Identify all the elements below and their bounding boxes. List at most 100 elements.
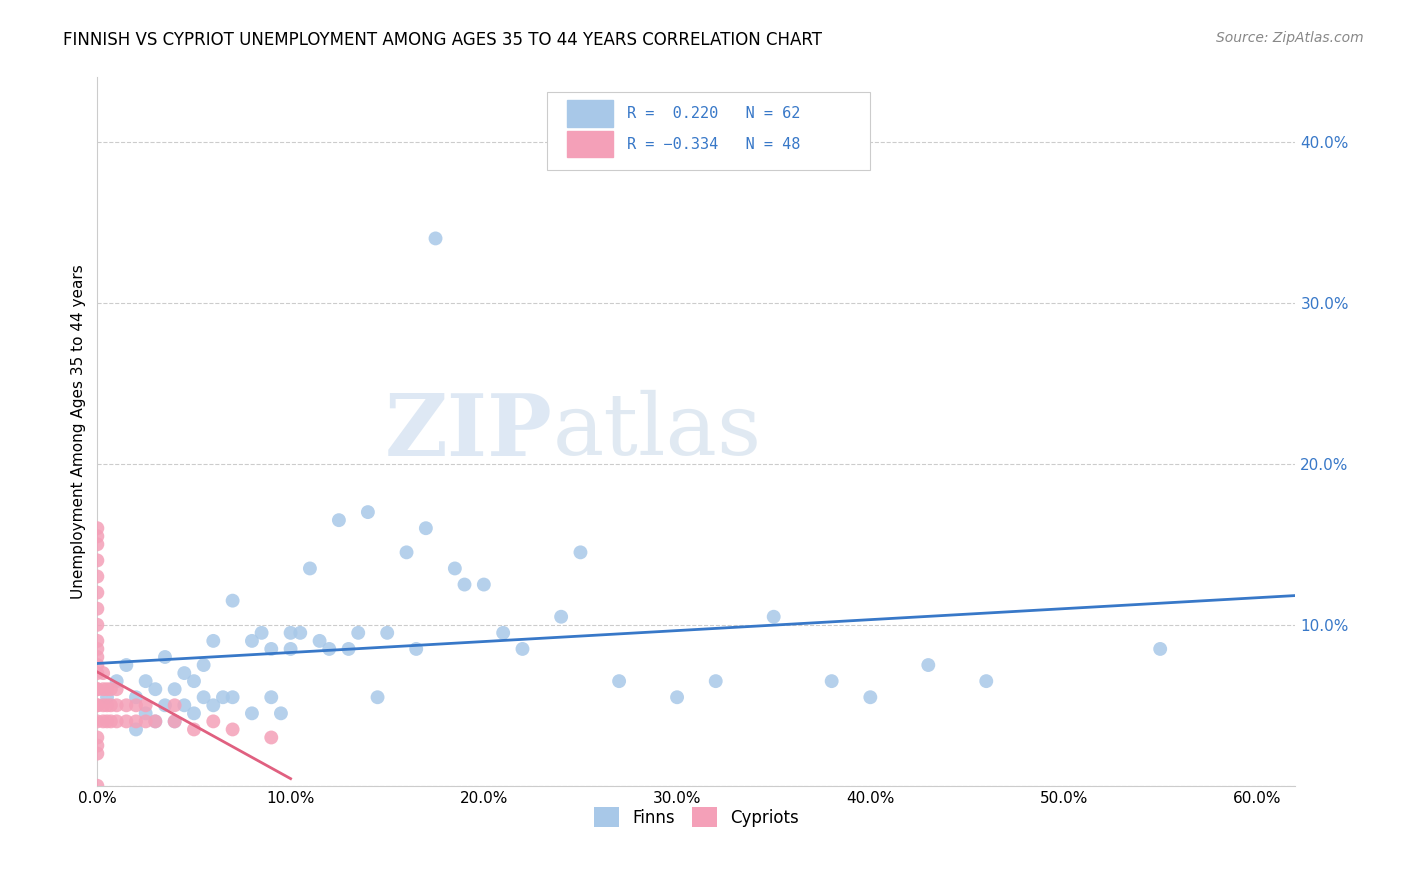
Point — [96, 682, 118, 697]
Point — [105, 682, 128, 697]
Point — [86, 553, 108, 567]
Point — [280, 642, 302, 657]
Point — [666, 690, 689, 705]
Point — [405, 642, 427, 657]
Point — [135, 714, 157, 729]
Point — [86, 747, 108, 761]
Legend: Finns, Cypriots: Finns, Cypriots — [588, 800, 806, 834]
Point — [260, 642, 283, 657]
Point — [86, 666, 108, 681]
Point — [105, 698, 128, 713]
Point — [859, 690, 882, 705]
Point — [86, 537, 108, 551]
Point — [91, 698, 114, 713]
Point — [115, 698, 138, 713]
Point — [183, 706, 205, 721]
Point — [91, 682, 114, 697]
Point — [1149, 642, 1171, 657]
Point — [569, 545, 592, 559]
Point — [280, 625, 302, 640]
Point — [607, 674, 630, 689]
Text: ZIP: ZIP — [385, 390, 553, 474]
Point — [221, 690, 243, 705]
Point — [453, 577, 475, 591]
Bar — [567, 130, 613, 158]
Point — [270, 706, 292, 721]
Point — [173, 666, 195, 681]
Point — [91, 714, 114, 729]
Point — [173, 698, 195, 713]
Point — [86, 633, 108, 648]
Point — [974, 674, 997, 689]
Point — [143, 682, 166, 697]
Text: atlas: atlas — [553, 390, 762, 473]
Point — [86, 714, 108, 729]
Y-axis label: Unemployment Among Ages 35 to 44 years: Unemployment Among Ages 35 to 44 years — [72, 264, 86, 599]
Point — [221, 723, 243, 737]
Point — [115, 658, 138, 673]
Point — [821, 674, 844, 689]
Point — [357, 505, 380, 519]
Point — [163, 682, 186, 697]
Point — [415, 521, 437, 535]
Point — [193, 658, 215, 673]
Point — [96, 714, 118, 729]
Point — [86, 601, 108, 615]
Point — [86, 650, 108, 665]
Point — [105, 674, 128, 689]
Point — [86, 731, 108, 745]
Point — [91, 666, 114, 681]
Point — [86, 521, 108, 535]
Point — [347, 625, 370, 640]
Point — [86, 569, 108, 583]
Point — [125, 714, 148, 729]
Point — [86, 682, 108, 697]
Point — [135, 674, 157, 689]
Point — [163, 698, 186, 713]
Point — [143, 714, 166, 729]
Point — [125, 690, 148, 705]
Point — [96, 690, 118, 705]
Point — [202, 633, 225, 648]
Point — [115, 714, 138, 729]
Point — [125, 723, 148, 737]
Text: Source: ZipAtlas.com: Source: ZipAtlas.com — [1216, 31, 1364, 45]
Point — [163, 714, 186, 729]
Point — [492, 625, 515, 640]
Point — [135, 706, 157, 721]
Point — [153, 650, 176, 665]
Point — [512, 642, 534, 657]
FancyBboxPatch shape — [547, 92, 870, 169]
Point — [183, 723, 205, 737]
Point — [425, 231, 447, 245]
Point — [86, 617, 108, 632]
Point — [308, 633, 330, 648]
Point — [86, 779, 108, 793]
Point — [86, 529, 108, 543]
Point — [762, 609, 785, 624]
Text: R =  0.220   N = 62: R = 0.220 N = 62 — [627, 106, 800, 121]
Point — [240, 706, 263, 721]
Bar — [567, 100, 613, 127]
Point — [240, 633, 263, 648]
Point — [163, 714, 186, 729]
Point — [290, 625, 312, 640]
Point — [328, 513, 350, 527]
Point — [337, 642, 360, 657]
Point — [125, 698, 148, 713]
Point — [86, 698, 108, 713]
Point — [135, 698, 157, 713]
Text: FINNISH VS CYPRIOT UNEMPLOYMENT AMONG AGES 35 TO 44 YEARS CORRELATION CHART: FINNISH VS CYPRIOT UNEMPLOYMENT AMONG AG… — [63, 31, 823, 49]
Point — [100, 714, 122, 729]
Point — [444, 561, 467, 575]
Point — [143, 714, 166, 729]
Point — [367, 690, 389, 705]
Point — [86, 642, 108, 657]
Point — [550, 609, 572, 624]
Point — [202, 714, 225, 729]
Point — [183, 674, 205, 689]
Point — [298, 561, 321, 575]
Point — [153, 698, 176, 713]
Point — [86, 698, 108, 713]
Point — [221, 593, 243, 607]
